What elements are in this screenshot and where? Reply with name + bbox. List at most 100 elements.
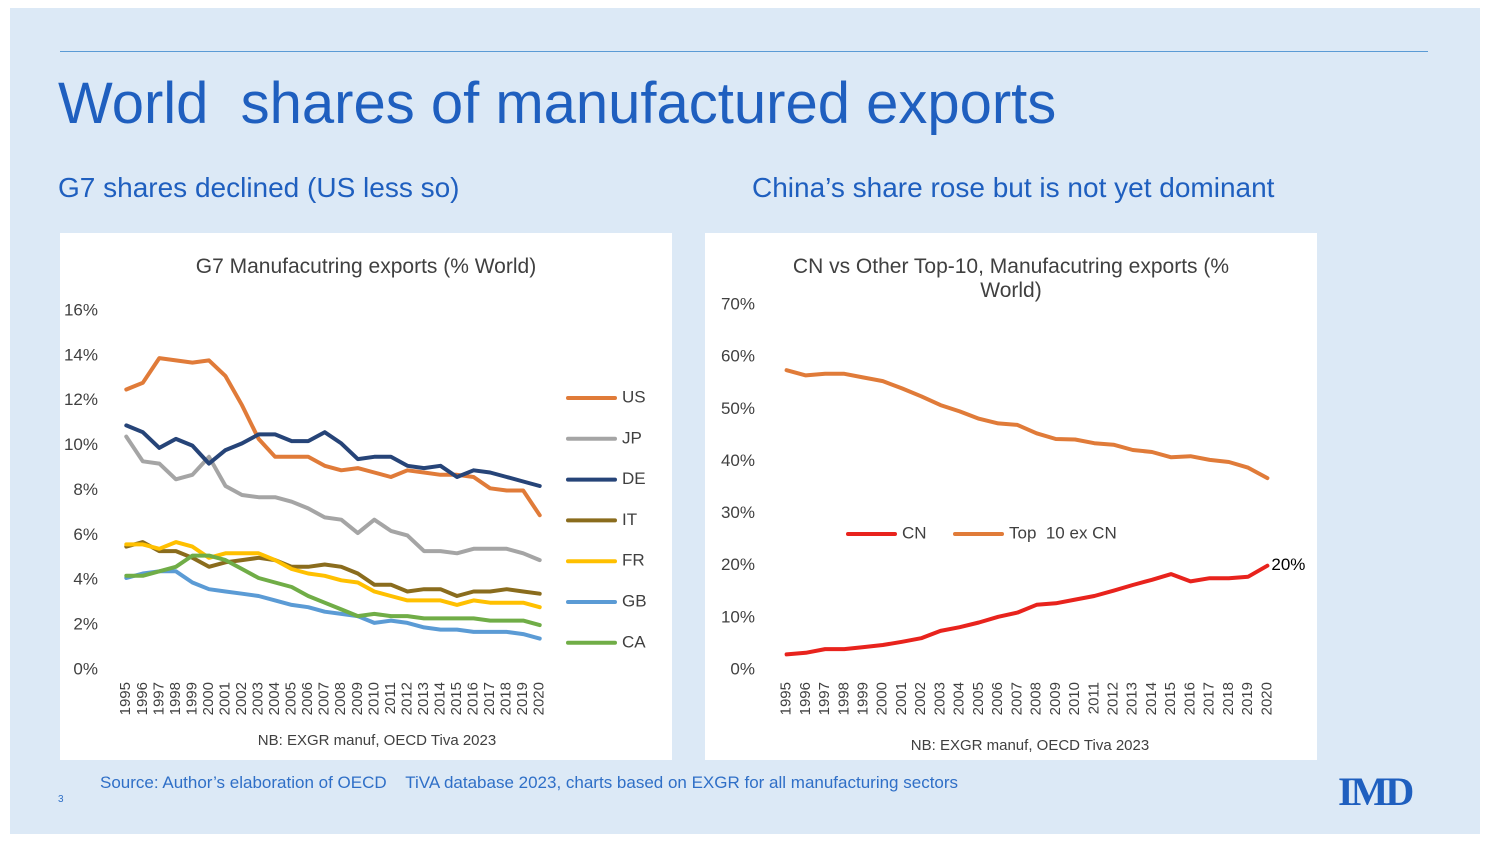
- x-tick-label: 2009: [349, 682, 366, 715]
- x-tick-label: 1996: [797, 682, 814, 715]
- x-tick-label: 2008: [1028, 682, 1045, 715]
- x-tick-label: 2019: [514, 682, 531, 715]
- legend-label: JP: [622, 428, 642, 447]
- chart-panel: G7 Manufacutring exports (% World): [60, 233, 672, 760]
- x-tick-label: 2004: [266, 682, 283, 715]
- x-tick-label: 2011: [382, 682, 399, 714]
- x-tick-label: 2000: [874, 682, 891, 715]
- legend-label: CN: [902, 523, 927, 542]
- x-tick-label: 2007: [1008, 682, 1025, 715]
- x-tick-label: 2020: [1258, 682, 1275, 715]
- series-line: [124, 423, 542, 488]
- x-tick-label: 2013: [415, 682, 432, 715]
- chart-title: CN vs Other Top-10, Manufacutring export…: [792, 255, 1235, 302]
- source-note: Source: Author’s elaboration of OECD TiV…: [100, 773, 959, 792]
- x-tick-label: 2001: [216, 682, 233, 715]
- right-heading: China’s share rose but is not yet domina…: [752, 172, 1275, 203]
- x-tick-label: 2012: [1105, 682, 1122, 715]
- x-tick-label: 2002: [233, 682, 250, 715]
- x-tick-label: 2012: [398, 682, 415, 715]
- x-tick-label: 1995: [117, 682, 134, 715]
- x-tick-label: 2001: [893, 682, 910, 715]
- x-tick-label: 2010: [365, 682, 382, 715]
- legend-label: FR: [622, 551, 645, 570]
- x-tick-label: 2017: [1201, 682, 1218, 715]
- y-tick-label: 14%: [64, 345, 98, 364]
- y-tick-label: 0%: [73, 659, 98, 678]
- chart-note: NB: EXGR manuf, OECD Tiva 2023: [258, 732, 496, 749]
- x-tick-label: 2000: [200, 682, 217, 715]
- data-label: 20%: [1271, 555, 1305, 574]
- x-tick-label: 2010: [1066, 682, 1083, 715]
- x-tick-label: 2013: [1124, 682, 1141, 715]
- series-line: [124, 540, 542, 610]
- x-tick-label: 2002: [912, 682, 929, 715]
- x-tick-label: 2015: [1162, 682, 1179, 715]
- y-tick-label: 12%: [64, 390, 98, 409]
- x-tick-label: 2016: [1181, 682, 1198, 715]
- x-tick-label: 2003: [931, 682, 948, 715]
- x-tick-label: 2020: [531, 682, 548, 715]
- x-tick-label: 2003: [250, 682, 267, 715]
- x-tick-label: 2009: [1047, 682, 1064, 715]
- x-tick-label: 2015: [448, 682, 465, 715]
- series-line: [784, 563, 1270, 657]
- x-tick-label: 1997: [150, 682, 167, 715]
- series-line: [124, 553, 542, 628]
- x-tick-label: 1998: [835, 682, 852, 715]
- x-tick-label: 1997: [816, 682, 833, 715]
- x-tick-label: 2005: [283, 682, 300, 715]
- header-rule: [60, 51, 1428, 52]
- page-number: 3: [58, 794, 64, 805]
- chart-note: NB: EXGR manuf, OECD Tiva 2023: [911, 737, 1149, 754]
- x-tick-label: 2004: [951, 682, 968, 715]
- legend-label: Top 10 ex CN: [1009, 523, 1117, 542]
- y-tick-label: 10%: [64, 435, 98, 454]
- legend-label: CA: [622, 632, 646, 651]
- y-tick-label: 20%: [721, 555, 755, 574]
- x-tick-label: 1998: [167, 682, 184, 715]
- x-tick-label: 2016: [465, 682, 482, 715]
- y-tick-label: 30%: [721, 503, 755, 522]
- x-tick-label: 2017: [481, 682, 498, 715]
- series-line: [124, 434, 542, 563]
- x-tick-label: 2007: [316, 682, 333, 715]
- x-tick-label: 2018: [498, 682, 515, 715]
- y-tick-label: 50%: [721, 399, 755, 418]
- x-tick-label: 2008: [332, 682, 349, 715]
- y-tick-label: 0%: [730, 659, 755, 678]
- x-tick-label: 2014: [431, 682, 448, 715]
- legend-label: US: [622, 387, 646, 406]
- legend-label: GB: [622, 591, 647, 610]
- x-tick-label: 1996: [134, 682, 151, 715]
- legend-label: DE: [622, 469, 646, 488]
- y-tick-label: 70%: [721, 294, 755, 313]
- x-tick-label: 2011: [1085, 682, 1102, 714]
- y-tick-label: 60%: [721, 347, 755, 366]
- y-tick-label: 4%: [73, 570, 98, 589]
- series-line: [124, 569, 542, 641]
- chart-panel: CN vs Other Top-10, Manufacutring export…: [705, 233, 1317, 760]
- x-tick-label: 2005: [970, 682, 987, 715]
- y-tick-label: 40%: [721, 451, 755, 470]
- x-tick-label: 1999: [855, 682, 872, 715]
- y-tick-label: 6%: [73, 525, 98, 544]
- y-tick-label: 8%: [73, 480, 98, 499]
- x-tick-label: 2018: [1220, 682, 1237, 715]
- chart-title: G7 Manufacutring exports (% World): [195, 255, 537, 278]
- x-tick-label: 2014: [1143, 682, 1160, 715]
- series-line: [784, 368, 1270, 481]
- y-tick-label: 16%: [64, 300, 98, 319]
- x-tick-label: 1999: [183, 682, 200, 715]
- x-tick-label: 1995: [778, 682, 795, 715]
- y-tick-label: 2%: [73, 615, 98, 634]
- left-heading: G7 shares declined (US less so): [58, 172, 460, 203]
- x-tick-label: 2019: [1239, 682, 1256, 715]
- x-tick-label: 2006: [299, 682, 316, 715]
- legend-label: IT: [622, 510, 637, 529]
- slide-title: World shares of manufactured exports: [58, 71, 1057, 136]
- series-line: [124, 356, 542, 518]
- y-tick-label: 10%: [721, 607, 755, 626]
